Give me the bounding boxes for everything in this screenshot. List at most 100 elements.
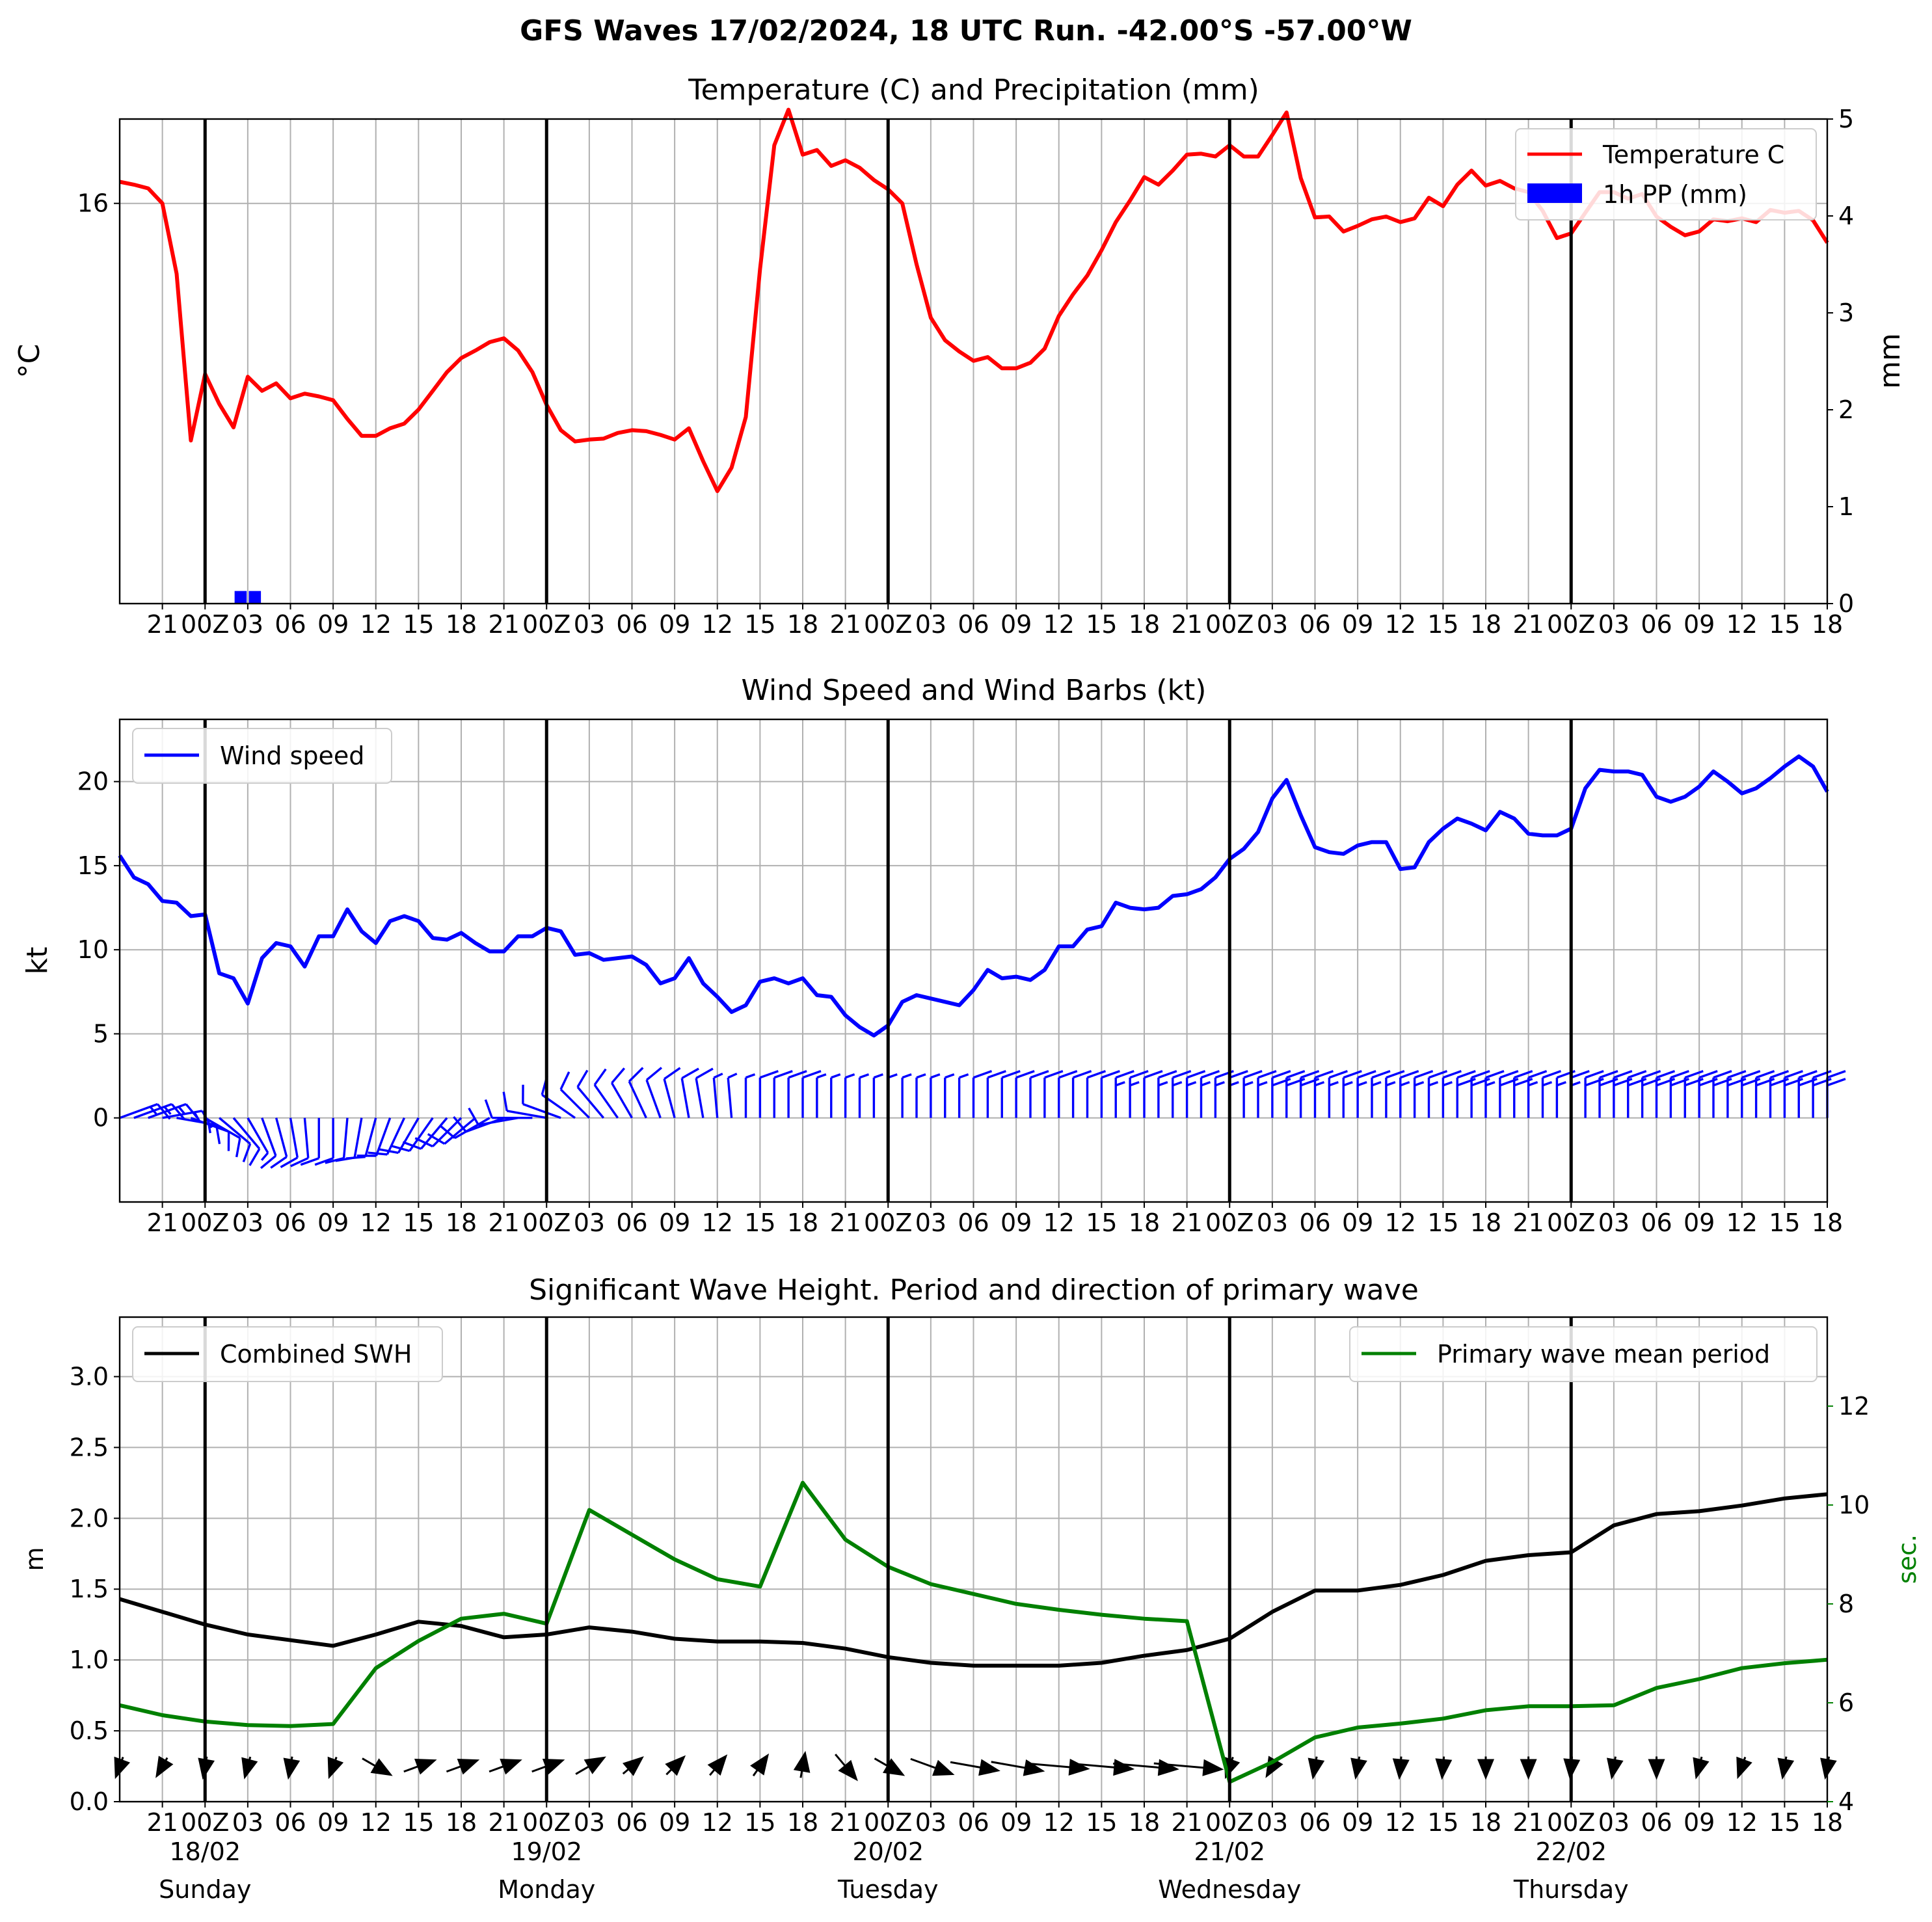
wind-barb-half-flag (859, 1073, 870, 1079)
x-tick-label: 15 (1086, 1808, 1117, 1837)
wind-barb (468, 1107, 518, 1127)
wave-arrow-head (978, 1759, 1000, 1776)
wind-barb-flag (628, 1067, 644, 1082)
wind-barb-flag (402, 1141, 422, 1150)
wind-barb (204, 1117, 241, 1158)
wind-barb (314, 1117, 334, 1166)
wind-barb-flag (427, 1133, 446, 1145)
x-tick-label: 09 (1684, 1808, 1715, 1837)
wind-barb-flag (1613, 1070, 1633, 1079)
y-tick-label: 5 (93, 1019, 109, 1048)
wind-barb-flag (300, 1157, 319, 1166)
figure-title: GFS Waves 17/02/2024, 18 UTC Run. -42.00… (520, 14, 1412, 47)
x-tick-label: 06 (616, 610, 647, 639)
wave-direction-arrow (1392, 1756, 1410, 1780)
wind-barb-staff (444, 1117, 476, 1145)
wave-direction-arrow (241, 1756, 258, 1780)
x-tick-label: 18 (1129, 1208, 1160, 1237)
wave-arrow-head (370, 1758, 393, 1776)
wind-barb (1527, 1070, 1548, 1118)
wave-arrow-head (707, 1754, 728, 1776)
wind-barb (247, 1117, 269, 1161)
x-tick-label: 18 (446, 610, 477, 639)
wave-arrow-head (457, 1759, 480, 1775)
wind-barb (502, 1091, 547, 1119)
wave-arrow-head (283, 1757, 301, 1780)
wind-barb (368, 1117, 406, 1156)
wind-barb-half-flag (1214, 1081, 1225, 1087)
combined-swh-line (119, 1492, 1828, 1668)
x-tick-label: 03 (574, 610, 605, 639)
primary-wave-mean-period-line (119, 1480, 1828, 1784)
y2-tick-label: 0 (1838, 589, 1854, 618)
wave-arrow-head (1023, 1759, 1045, 1776)
wind-barb-flag (1428, 1070, 1448, 1079)
wind-barb-half-flag (1200, 1081, 1211, 1087)
x-tick-label: 06 (275, 1208, 306, 1237)
y-tick-label: 3.0 (70, 1362, 109, 1391)
y-tick-label: 1.5 (70, 1575, 109, 1603)
x-tick-label: 09 (317, 1208, 349, 1237)
wind-barb (1200, 1070, 1220, 1118)
wind-barb-flag (1272, 1070, 1291, 1079)
x-tick-label: 03 (1257, 1208, 1288, 1237)
x-tick-label: 21 (488, 1808, 519, 1837)
wave-direction-arrow (1477, 1756, 1494, 1780)
wind-barb-flag (1229, 1070, 1248, 1079)
wave-direction-arrow (1031, 1759, 1090, 1776)
y2-tick-label: 4 (1838, 1787, 1854, 1816)
x-tick-label: 18 (787, 610, 818, 639)
wind-barb (944, 1073, 955, 1118)
y2-tick-label: 1 (1838, 492, 1854, 521)
wave-direction-arrow (446, 1759, 480, 1775)
x-tick-label: 06 (958, 1208, 989, 1237)
wave-direction-arrow (874, 1757, 906, 1776)
wind-barb-flag (170, 1103, 185, 1120)
wind-barb-staff (478, 1117, 518, 1127)
x-tick-label: 06 (1299, 1208, 1330, 1237)
legend-label-precipitation: 1h PP (mm) (1603, 180, 1747, 209)
x-tick-label: 00Z (522, 1808, 570, 1837)
wind-barb-flag (368, 1151, 388, 1156)
wind-barb-half-flag (1314, 1081, 1325, 1087)
wind-barb-flag (242, 1143, 252, 1163)
wind-barb (335, 1117, 363, 1162)
wind-barb (325, 1117, 349, 1164)
wind-barb-flag (1172, 1070, 1192, 1079)
wind-barb (439, 1117, 490, 1140)
wave-arrow-head (1068, 1759, 1090, 1776)
x-tick-label: 03 (232, 1208, 263, 1237)
wind-barb (1172, 1070, 1192, 1118)
wind-barb-flag (1827, 1078, 1846, 1087)
wind-barb (972, 1070, 993, 1118)
wind-barb-flag (453, 1115, 467, 1133)
y-tick-label: 0.5 (70, 1716, 109, 1745)
wind-barb (801, 1070, 822, 1118)
wind-barb (1826, 1070, 1846, 1118)
x-tick-label: 18 (1812, 610, 1843, 639)
wave-direction-arrow (1350, 1756, 1367, 1780)
x-tick-label: 12 (1043, 1208, 1075, 1237)
wind-barb-flag (1684, 1070, 1704, 1079)
weekday-label: Wednesday (1158, 1875, 1301, 1904)
wave-period-y-axis-label: sec. (1893, 1534, 1922, 1584)
wave-direction-arrow (1648, 1756, 1665, 1780)
x-tick-label: 18 (1812, 1208, 1843, 1237)
x-tick-label: 15 (1769, 1808, 1800, 1837)
wind-barb-staff (386, 1117, 406, 1155)
wind-barb-flag (1044, 1070, 1064, 1079)
wind-barb-flag (1656, 1070, 1676, 1079)
wind-barb-flag (1628, 1070, 1647, 1079)
x-tick-label: 15 (403, 610, 434, 639)
y2-tick-label: 4 (1838, 202, 1854, 230)
wave-arrow-head (327, 1756, 344, 1780)
wind-barb (1328, 1070, 1348, 1118)
wave-direction-arrow (1693, 1756, 1710, 1780)
x-tick-label: 06 (1299, 1808, 1330, 1837)
wind-barb-flag (1286, 1070, 1306, 1079)
wind-barb (773, 1070, 793, 1118)
x-tick-label: 18 (1470, 1808, 1501, 1837)
x-tick-label: 12 (360, 1208, 392, 1237)
wind-barb-flag (1599, 1070, 1618, 1079)
date-label: 18/02 (169, 1837, 241, 1866)
